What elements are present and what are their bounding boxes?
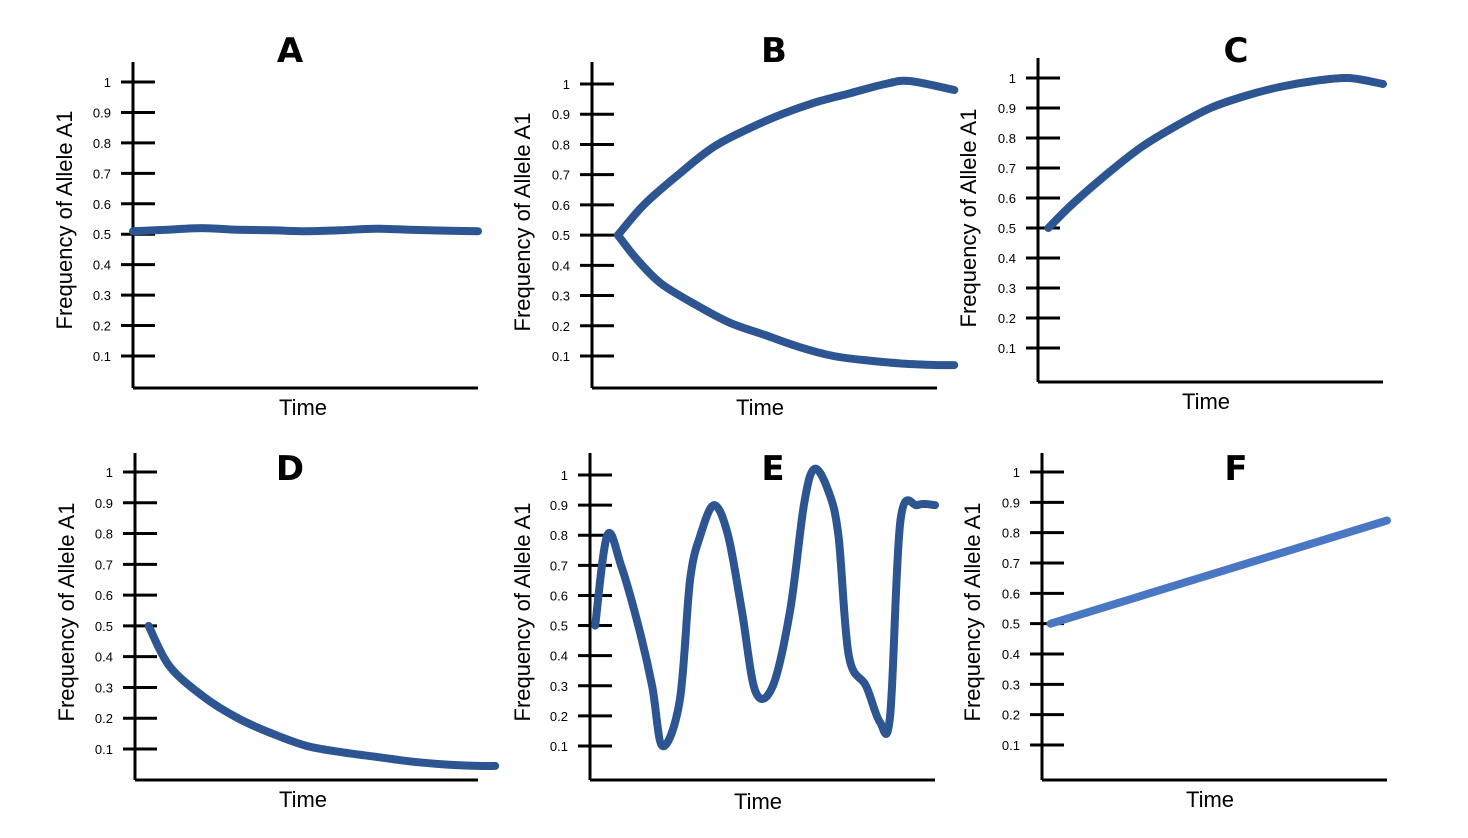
- panel-a-title: A: [277, 31, 304, 71]
- panel-c-tick-label-0.6: 0.6: [998, 191, 1016, 206]
- panel-d: D 0.1 0.2 0.3 0.4 0.5 0.6 0.7 0.8 0.9 1 Time Frequen…: [54, 449, 500, 812]
- panel-d-ylabel: Frequency of Allele A1: [54, 503, 79, 722]
- panel-d-tick-label-0.4: 0.4: [95, 650, 113, 665]
- panel-f-tick-label-0.1: 0.1: [1002, 738, 1020, 753]
- panel-a-tick-label-0.8: 0.8: [93, 136, 111, 151]
- panel-f-tick-label-0.3: 0.3: [1002, 677, 1020, 692]
- panel-b-tick-label-0.8: 0.8: [552, 137, 570, 152]
- panel-b-tick-label-0.3: 0.3: [552, 289, 570, 304]
- panel-b-tick-label-0.2: 0.2: [552, 319, 570, 334]
- panel-a-tick-label-0.4: 0.4: [93, 258, 111, 273]
- panel-b-tick-label-1: 1: [563, 77, 570, 92]
- panel-e-tick-label-0.9: 0.9: [550, 498, 568, 513]
- panel-b-tick-label-0.4: 0.4: [552, 258, 570, 273]
- panel-c-tick-label-0.1: 0.1: [998, 341, 1016, 356]
- panel-d-tick-label-0.6: 0.6: [95, 588, 113, 603]
- panel-a-xlabel: Time: [279, 395, 327, 420]
- panel-c-ylabel: Frequency of Allele A1: [956, 109, 981, 328]
- panel-f: F 0.1 0.2 0.3 0.4 0.5 0.6 0.7 0.8 0.9 1 Time Frequen…: [960, 449, 1391, 812]
- panel-f-tick-label-0.5: 0.5: [1002, 617, 1020, 632]
- panel-f-tick-label-0.9: 0.9: [1002, 495, 1020, 510]
- panel-e-tick-label-0.8: 0.8: [550, 528, 568, 543]
- panel-a-tick-label-0.9: 0.9: [93, 105, 111, 120]
- panel-f-tick-label-0.8: 0.8: [1002, 526, 1020, 541]
- panel-d-tick-label-0.5: 0.5: [95, 619, 113, 634]
- panel-d-tick-label-0.1: 0.1: [95, 742, 113, 757]
- panel-c-xlabel: Time: [1182, 389, 1230, 414]
- panel-f-ylabel: Frequency of Allele A1: [960, 503, 985, 722]
- panel-f-tick-label-0.7: 0.7: [1002, 556, 1020, 571]
- panel-b-tick-label-0.1: 0.1: [552, 349, 570, 364]
- panel-e-xlabel: Time: [734, 789, 782, 814]
- panel-a-ylabel: Frequency of Allele A1: [52, 111, 77, 330]
- panel-e-tick-label-0.5: 0.5: [550, 619, 568, 634]
- panel-f-title: F: [1224, 449, 1247, 489]
- panel-d-title: D: [276, 449, 304, 489]
- panel-d-xlabel: Time: [279, 787, 327, 812]
- panel-d-series-a1: [144, 621, 500, 771]
- panel-f-tick-label-0.4: 0.4: [1002, 647, 1020, 662]
- panel-c-tick-label-0.5: 0.5: [998, 221, 1016, 236]
- panel-d-tick-label-0.2: 0.2: [95, 711, 113, 726]
- panel-d-tick-label-0.3: 0.3: [95, 680, 113, 695]
- panel-f-tick-label-1: 1: [1013, 465, 1020, 480]
- panel-a-tick-label-0.2: 0.2: [93, 319, 111, 334]
- panel-a-tick-label-0.3: 0.3: [93, 288, 111, 303]
- panel-b-tick-label-0.7: 0.7: [552, 168, 570, 183]
- panel-b: B 0.1 0.2 0.3 0.4 0.5 0.6 0.7 0.8 0.9 1 Time Frequen…: [510, 31, 959, 420]
- panel-f-series-a1: [1046, 516, 1391, 628]
- panel-e-tick-label-0.4: 0.4: [550, 649, 568, 664]
- panel-c-tick-label-0.9: 0.9: [998, 101, 1016, 116]
- panel-b-title: B: [761, 31, 787, 71]
- panel-e-title: E: [761, 449, 784, 489]
- panel-a-series-a1: [129, 224, 482, 236]
- panel-d-tick-label-0.9: 0.9: [95, 496, 113, 511]
- panel-e-ylabel: Frequency of Allele A1: [510, 503, 535, 722]
- panel-a-tick-label-0.6: 0.6: [93, 197, 111, 212]
- panel-c-tick-label-0.4: 0.4: [998, 251, 1016, 266]
- panel-e-series-a1: [591, 464, 939, 751]
- panel-e-tick-label-0.6: 0.6: [550, 588, 568, 603]
- panel-b-xlabel: Time: [736, 395, 784, 420]
- panel-a-tick-label-1: 1: [104, 75, 111, 90]
- panel-b-series-lower: [613, 231, 959, 370]
- panel-a-tick-label-0.1: 0.1: [93, 349, 111, 364]
- panel-f-tick-label-0.2: 0.2: [1002, 708, 1020, 723]
- panel-f-xlabel: Time: [1186, 787, 1234, 812]
- panel-d-tick-label-1: 1: [106, 465, 113, 480]
- panel-c-series-a1: [1044, 73, 1387, 232]
- panel-b-tick-label-0.6: 0.6: [552, 198, 570, 213]
- panel-b-series-upper: [613, 76, 959, 240]
- panel-c-tick-label-0.3: 0.3: [998, 281, 1016, 296]
- panel-b-tick-label-0.5: 0.5: [552, 228, 570, 243]
- panel-b-tick-label-0.9: 0.9: [552, 107, 570, 122]
- panel-d-tick-label-0.8: 0.8: [95, 527, 113, 542]
- panel-c-tick-label-1: 1: [1009, 71, 1016, 86]
- panel-c-tick-label-0.7: 0.7: [998, 161, 1016, 176]
- panel-a: A 0.1 0.2 0.3 0.4 0.5 0.6 0.7 0.8 0.9 1 Time Frequen…: [52, 31, 482, 420]
- panel-a-tick-label-0.7: 0.7: [93, 166, 111, 181]
- panel-b-ylabel: Frequency of Allele A1: [510, 113, 535, 332]
- panel-e: E 0.1 0.2 0.3 0.4 0.5 0.6 0.7 0.8 0.9 1 Time Frequen…: [510, 449, 939, 814]
- panel-c-title: C: [1224, 31, 1249, 71]
- panel-c-tick-label-0.2: 0.2: [998, 311, 1016, 326]
- panel-e-tick-label-0.7: 0.7: [550, 558, 568, 573]
- panel-e-tick-label-0.2: 0.2: [550, 709, 568, 724]
- panel-c: C 0.1 0.2 0.3 0.4 0.5 0.6 0.7 0.8 0.9 1 Time Frequen…: [956, 31, 1387, 414]
- panel-f-tick-label-0.6: 0.6: [1002, 586, 1020, 601]
- panel-e-tick-label-1: 1: [561, 468, 568, 483]
- panel-c-tick-label-0.8: 0.8: [998, 131, 1016, 146]
- panel-a-tick-label-0.5: 0.5: [93, 227, 111, 242]
- panel-e-tick-label-0.3: 0.3: [550, 679, 568, 694]
- panel-d-tick-label-0.7: 0.7: [95, 557, 113, 572]
- panel-e-tick-label-0.1: 0.1: [550, 739, 568, 754]
